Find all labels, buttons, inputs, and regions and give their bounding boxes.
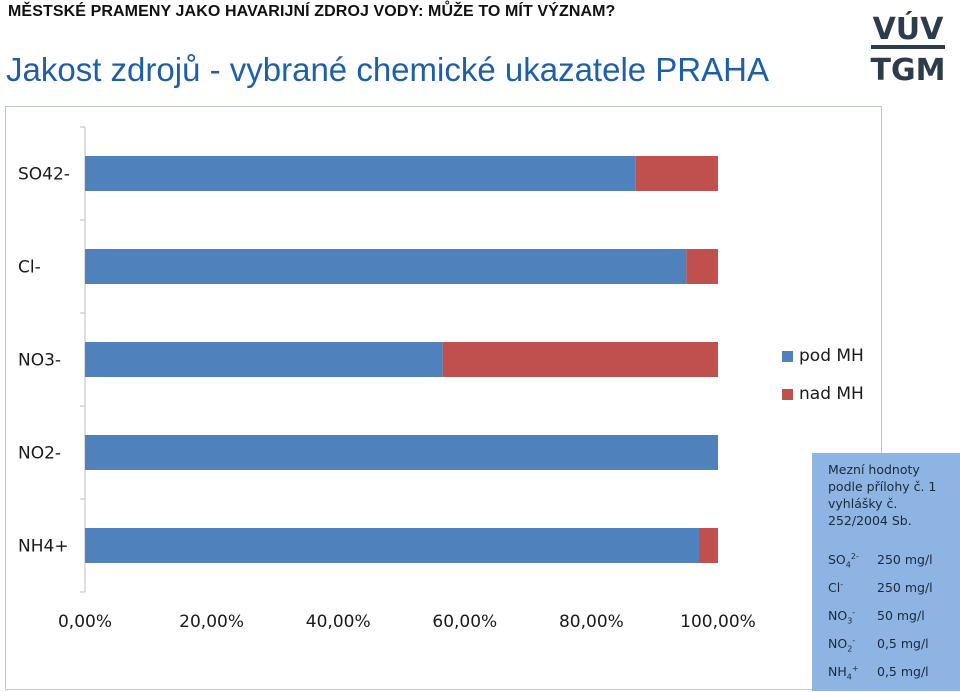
x-tick-label: 100,00% — [680, 612, 756, 632]
limit-row: Cl- 250 mg/l — [828, 580, 958, 608]
x-tick-label: 80,00% — [559, 612, 624, 632]
bar-pod — [85, 156, 636, 191]
legend-label: pod MH — [799, 346, 864, 366]
vuv-tgm-logo: VÚV TGM — [868, 6, 948, 86]
x-tick-label: 20,00% — [179, 612, 244, 632]
limit-symbol: Cl- — [828, 580, 844, 596]
limit-row: NH4+ 0,5 mg/l — [828, 664, 958, 692]
page-title: Jakost zdrojů - vybrané chemické ukazate… — [6, 51, 769, 88]
legend-swatch — [782, 389, 793, 400]
limit-value: 0,5 mg/l — [877, 636, 929, 651]
x-tick-label: 60,00% — [432, 612, 497, 632]
bar-pod — [85, 342, 443, 377]
limit-value: 50 mg/l — [877, 608, 925, 623]
category-label: NO2- — [18, 444, 61, 464]
x-tick-label: 40,00% — [306, 612, 371, 632]
bar-nad — [686, 249, 718, 284]
stacked-bar-chart: SO42- Cl- NO3- NO2- NH4+ 0,00% 20,00% 40,00% 60,… — [18, 126, 864, 632]
logo-line2: TGM — [871, 53, 946, 86]
category-label: Cl- — [18, 258, 41, 278]
bar-pod — [85, 435, 718, 470]
bar-nad — [699, 528, 718, 563]
limit-row: NO3- 50 mg/l — [828, 608, 958, 636]
legend-swatch — [782, 351, 793, 362]
limit-value: 250 mg/l — [877, 580, 933, 595]
category-label: NH4+ — [18, 537, 69, 557]
limits-list: SO42- 250 mg/l Cl- 250 mg/l NO3- 50 mg/l NO2- 0… — [828, 552, 958, 692]
limit-symbol: NH4+ — [828, 664, 859, 682]
limit-symbol: SO42- — [828, 552, 859, 570]
limit-value: 250 mg/l — [877, 552, 933, 567]
limit-row: NO2- 0,5 mg/l — [828, 636, 958, 664]
bar-pod — [85, 528, 700, 563]
limit-value: 0,5 mg/l — [877, 664, 929, 679]
limits-info-box: Mezní hodnoty podle přílohy č. 1 vyhlášk… — [812, 453, 960, 691]
legend-label: nad MH — [799, 384, 864, 404]
bar-pod — [85, 249, 687, 284]
category-label: NO3- — [18, 351, 61, 371]
limit-symbol: NO3- — [828, 608, 856, 626]
chart-frame: SO42- Cl- NO3- NO2- NH4+ 0,00% 20,00% 40,00% 60,… — [5, 106, 882, 690]
logo-line1: VÚV — [873, 10, 945, 47]
limits-heading: Mezní hodnoty podle přílohy č. 1 vyhlášk… — [828, 462, 937, 528]
category-label: SO42- — [18, 165, 70, 185]
bar-nad — [442, 342, 718, 377]
bar-nad — [635, 156, 718, 191]
limit-symbol: NO2- — [828, 636, 856, 654]
limit-row: SO42- 250 mg/l — [828, 552, 958, 580]
x-tick-label: 0,00% — [58, 612, 112, 632]
top-title: MĚSTSKÉ PRAMENY JAKO HAVARIJNÍ ZDROJ VOD… — [8, 3, 616, 20]
